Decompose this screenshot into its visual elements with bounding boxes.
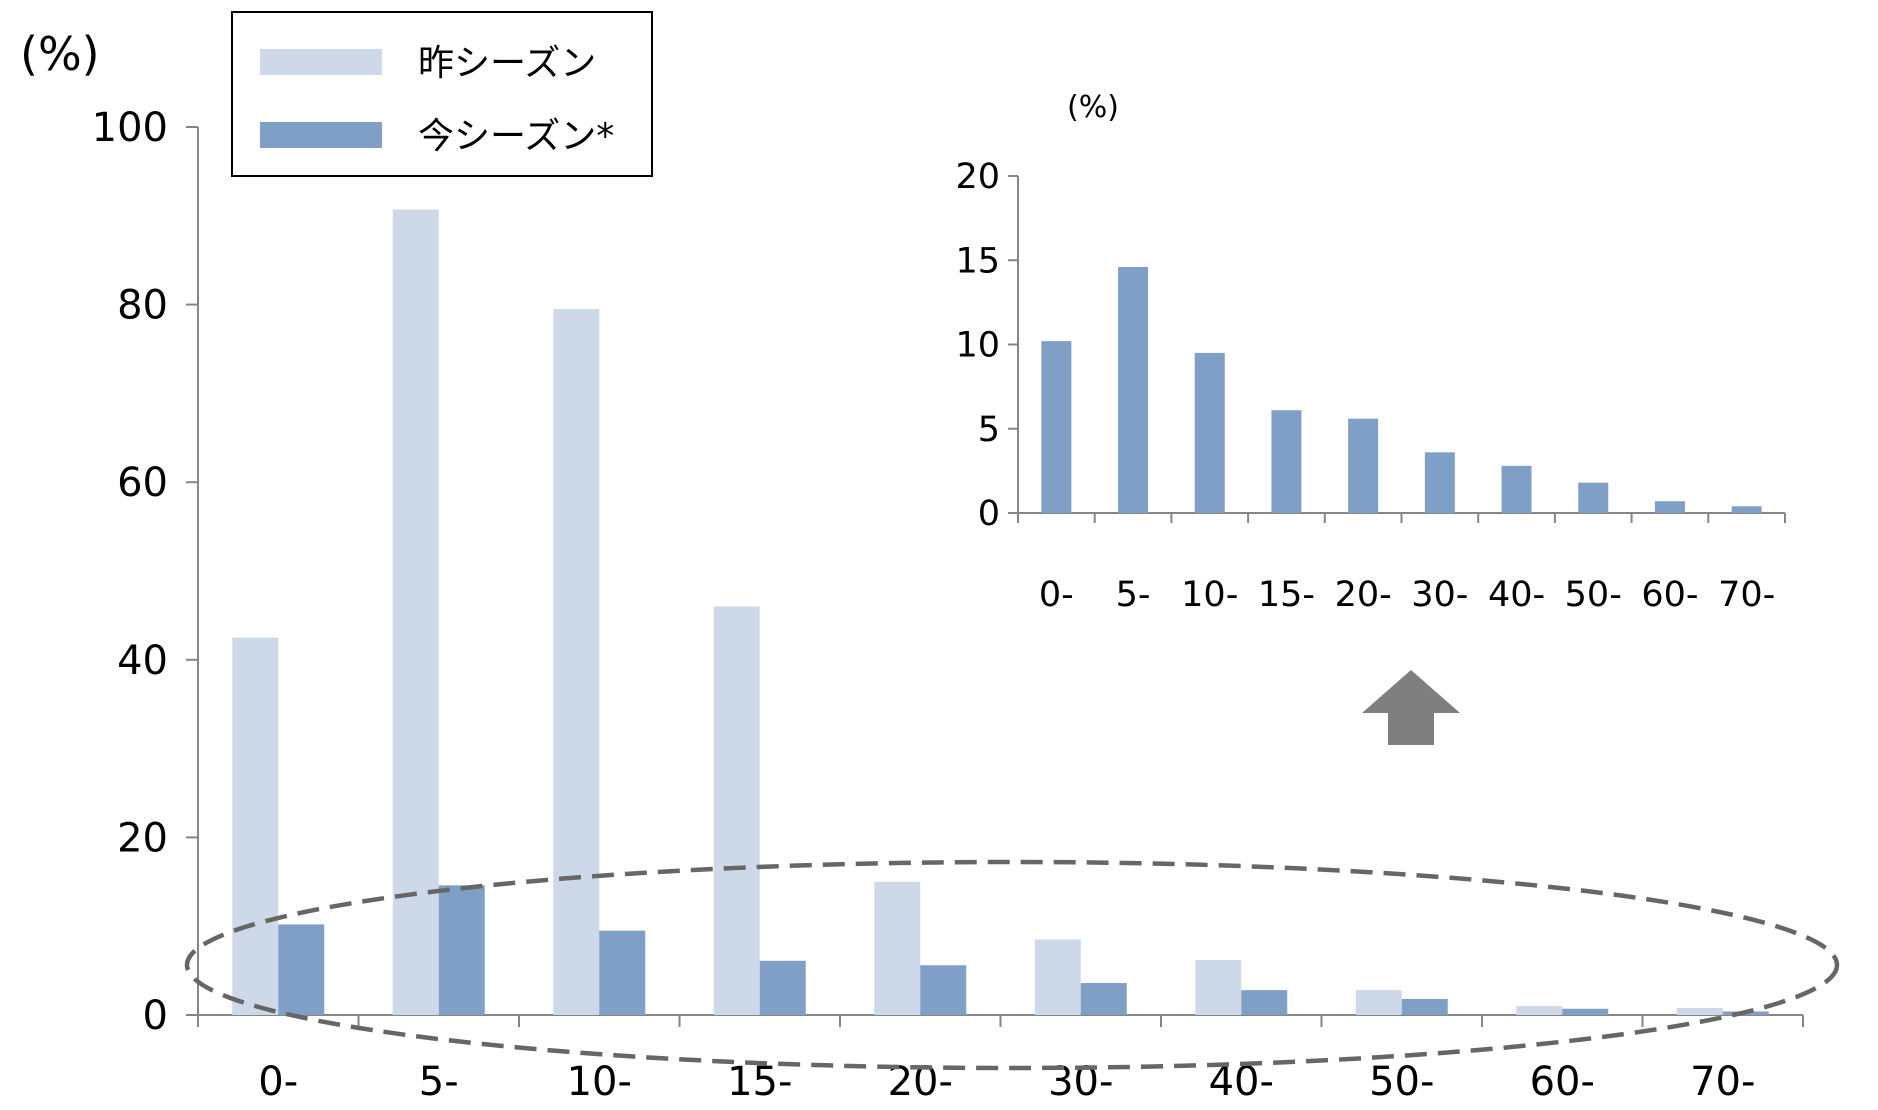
inset-x-tick-label: 20- <box>1335 575 1392 615</box>
bar-this-season <box>1562 1008 1609 1015</box>
y-tick-label: 20 <box>117 815 168 861</box>
bar-last-season <box>1195 959 1242 1015</box>
up-arrow-icon <box>1362 670 1460 745</box>
inset-y-tick-label: 20 <box>955 157 1000 197</box>
legend-swatch-last-season <box>260 49 382 75</box>
inset-y-tick-label: 0 <box>978 494 1000 534</box>
inset-x-tick-label: 40- <box>1488 575 1545 615</box>
inset-y-tick-label: 10 <box>955 326 1000 366</box>
inset-x-tick-label: 15- <box>1258 575 1315 615</box>
bar-last-season <box>713 606 760 1015</box>
inset-bar <box>1424 452 1455 513</box>
inset-x-tick-label: 10- <box>1181 575 1238 615</box>
x-tick-label: 50- <box>1369 1059 1434 1105</box>
inset-x-tick-label: 60- <box>1641 575 1698 615</box>
bar-this-season <box>1401 999 1448 1015</box>
x-tick-label: 60- <box>1530 1059 1595 1105</box>
y-tick-label: 60 <box>117 460 168 506</box>
inset-x-tick-label: 30- <box>1411 575 1468 615</box>
inset-bar <box>1041 341 1072 513</box>
inset-unit-label: (%) <box>1067 90 1119 125</box>
bar-this-season <box>920 965 967 1015</box>
y-tick-label: 80 <box>117 283 168 329</box>
inset-bar <box>1501 465 1532 513</box>
inset-bar <box>1271 410 1302 513</box>
bar-this-season <box>1080 983 1127 1015</box>
bar-last-season <box>232 637 279 1015</box>
bar-this-season <box>278 924 325 1015</box>
inset-chart: 0 5 10 15 20 (%) 0- 5- 10- 15- 20- 30- 40- 50- 60- 70- <box>955 90 1786 615</box>
inset-bar <box>1731 506 1762 513</box>
x-tick-label: 0- <box>258 1059 298 1105</box>
inset-bar <box>1194 352 1225 513</box>
legend-box <box>231 11 653 177</box>
inset-y-tick-label: 15 <box>955 241 1000 281</box>
x-tick-label: 5- <box>419 1059 459 1105</box>
inset-bar <box>1654 501 1685 513</box>
x-tick-label: 15- <box>727 1059 792 1105</box>
inset-y-tick-label: 5 <box>978 410 1000 450</box>
x-tick-label: 10- <box>567 1059 632 1105</box>
legend-swatch-this-season <box>260 122 382 148</box>
bar-last-season <box>1355 990 1402 1015</box>
inset-bar <box>1118 266 1149 513</box>
inset-x-tick-label: 50- <box>1565 575 1622 615</box>
inset-x-tick-label: 0- <box>1039 575 1074 615</box>
legend-label-this-season: 今シーズン* <box>418 116 614 157</box>
y-tick-label: 0 <box>143 993 168 1039</box>
bar-last-season <box>392 209 439 1016</box>
y-tick-label: 100 <box>92 105 168 151</box>
bar-last-season <box>1034 939 1081 1015</box>
bar-last-season <box>874 881 921 1015</box>
x-tick-label: 70- <box>1690 1059 1755 1105</box>
y-tick-label: 40 <box>117 638 168 684</box>
bar-last-season <box>1516 1006 1563 1015</box>
highlight-ellipse <box>184 859 1840 1071</box>
inset-bar <box>1348 418 1379 513</box>
legend-label-last-season: 昨シーズン <box>418 43 596 84</box>
bar-this-season <box>759 960 806 1015</box>
bar-last-season <box>1676 1007 1723 1015</box>
y-unit-label: (%) <box>20 27 100 81</box>
overlay-annotations <box>184 670 1840 1071</box>
bar-this-season <box>438 885 485 1015</box>
inset-bar <box>1578 482 1609 513</box>
bar-this-season <box>599 930 646 1015</box>
bar-this-season <box>1241 990 1288 1015</box>
inset-x-tick-label: 5- <box>1116 575 1151 615</box>
inset-x-tick-label: 70- <box>1718 575 1775 615</box>
bar-last-season <box>553 309 600 1015</box>
